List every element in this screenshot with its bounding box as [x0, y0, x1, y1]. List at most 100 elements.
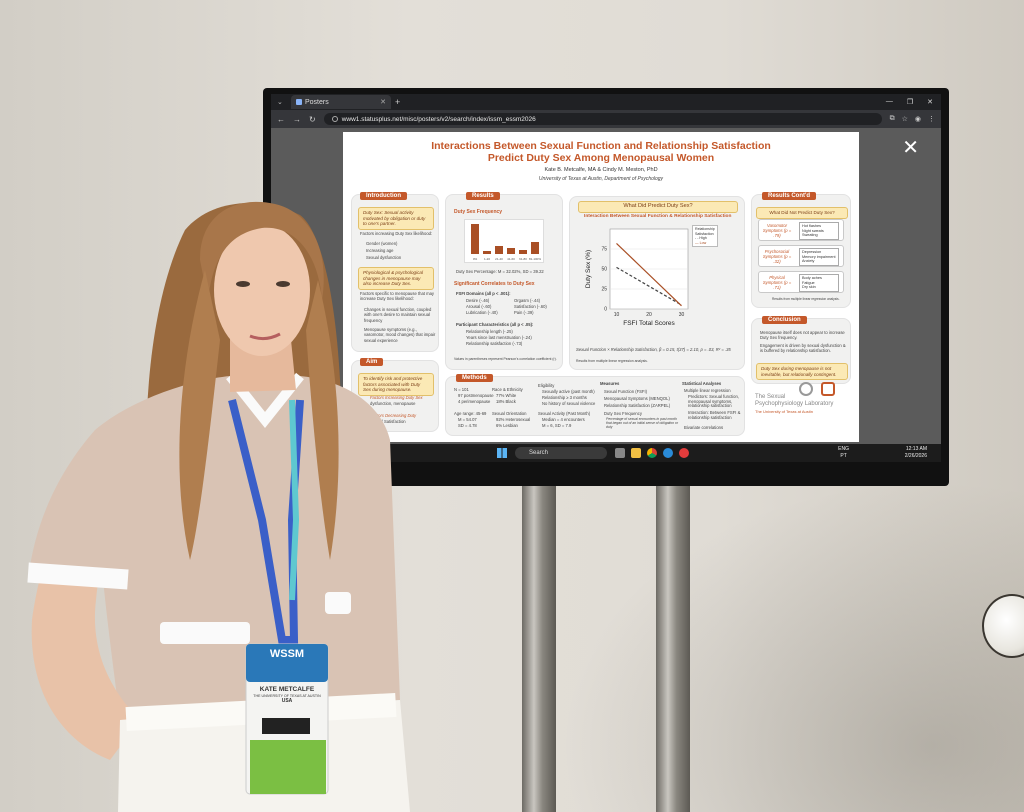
results-footnote: Values in parentheses represent Pearson'…: [454, 357, 557, 361]
new-tab-icon[interactable]: +: [395, 97, 401, 107]
bookmark-star-icon[interactable]: ☆: [901, 116, 908, 123]
stats-title: Statistical Analyses: [682, 381, 722, 386]
poster-title: Interactions Between Sexual Function and…: [431, 140, 771, 164]
measures-title: Measures: [600, 381, 620, 386]
interaction-chart-svg: 0 25 50 75 10 20 30 FSFI Total Scores Duty Sex (…: [585, 228, 689, 327]
correlates-title: Significant Correlates to Duty Sex: [454, 281, 535, 287]
lab-logo: The Sexual Psychophysiology Laboratory T…: [755, 394, 833, 434]
participant-2: Relationship satisfaction (-.73): [466, 341, 523, 346]
lab-logo-line1: The Sexual: [755, 394, 786, 400]
legend-item-low: — Low: [695, 240, 707, 245]
clock-time: 12:13 AM: [905, 446, 927, 452]
minimize-icon[interactable]: —: [885, 98, 893, 105]
stand-pole-right: [656, 480, 690, 812]
badge-text: WSSM KATE METCALFE THE UNIVERSITY OF TEX…: [246, 648, 328, 704]
y-axis-label: Duty Sex (%): [585, 250, 592, 288]
fsfi-right-2: Pain (-.39): [514, 310, 534, 315]
x-axis-label: FSFI Total Scores: [623, 320, 675, 327]
url-input[interactable]: www1.statusplus.net/misc/posters/v2/sear…: [323, 113, 882, 125]
taskbar-search[interactable]: Search: [515, 447, 607, 459]
legend-title: Relationship Satisfaction: [695, 227, 715, 236]
task-view-icon[interactable]: [615, 448, 625, 458]
lab-logo-line3: The University of Texas at Austin: [755, 409, 813, 414]
fsfi-left-2: Lubrication (-.40): [466, 310, 498, 315]
intro-bullet-2: Changes in sexual function, coupled with…: [364, 307, 432, 323]
edge-icon[interactable]: [663, 448, 673, 458]
interaction-chart-title: Interaction Between Sexual Function & Re…: [584, 214, 732, 219]
psychosocial-label: Psychosocial Symptoms (p = .32): [762, 249, 792, 264]
badge-country: USA: [281, 698, 293, 704]
participant-title: Participant Characteristics (all p < .05…: [456, 322, 534, 327]
aim-box: To identify risk and protective factors …: [358, 373, 434, 396]
participant-0: Relationship length (-.25): [466, 329, 513, 334]
restore-icon[interactable]: ❐: [906, 99, 914, 106]
acrobat-icon[interactable]: [679, 448, 689, 458]
did-predict-banner: What Did Predict Duty Sex?: [578, 201, 738, 213]
file-explorer-icon[interactable]: [631, 448, 641, 458]
conclusion-bullet-2: Engagement is driven by sexual dysfuncti…: [760, 343, 846, 354]
tab-search-icon[interactable]: ⌄: [277, 99, 283, 106]
frequency-title: Duty Sex Frequency: [454, 209, 503, 215]
ut-tower-icon: [821, 382, 835, 396]
duty-sex-percentage: Duty Sex Percentage: M = 32.02%, SD = 39…: [456, 269, 544, 274]
aim-panel: Aim To identify risk and protective fact…: [351, 358, 439, 432]
psychosocial-box: Psychosocial Symptoms (p = .32) Depressi…: [758, 245, 844, 267]
intro-bullet-3: Menopause symptoms (e.g., vasomotor, moo…: [364, 327, 436, 343]
monitor-screen: ⌄ Posters ✕ + — ❐ ✕ ← → ↻ www1.statusplu…: [271, 94, 941, 462]
chart-legend: Relationship Satisfaction - - High — Low: [692, 225, 718, 248]
factor-1: Gender (women): [366, 241, 398, 246]
reload-icon[interactable]: ↻: [309, 114, 316, 124]
series-line-high: [616, 266, 682, 306]
introduction-panel: Introduction Duty Sex: Sexual activity m…: [351, 192, 439, 352]
vasomotor-list: Hot flashes Night sweats Sweating: [799, 222, 839, 240]
frequency-bar-1: [483, 251, 491, 254]
introduction-header: Introduction: [360, 192, 407, 200]
interaction-note: Results from multiple linear regression …: [576, 359, 648, 363]
viewer-close-icon[interactable]: ✕: [902, 137, 919, 159]
fsfi-title: FSFI Domains (all p < .001):: [456, 291, 511, 296]
frequency-bar-3: [507, 248, 515, 254]
badge-name: KATE METCALFE: [259, 686, 315, 693]
chrome-icon[interactable]: [647, 448, 657, 458]
physical-list: Body aches Fatigue Dry skin: [799, 274, 839, 292]
conclusion-header: Conclusion: [762, 316, 807, 324]
conclusion-bullet-1: Menopause itself does not appear to incr…: [760, 330, 845, 341]
methods-panel: Methods N = 101 97 postmenopause 4 perim…: [445, 374, 745, 436]
results-contd-panel: Results Cont'd What Did Not Predict Duty…: [751, 192, 851, 308]
physical-label: Physical Symptoms (p = .71): [762, 275, 792, 290]
fsfi-left-1: Arousal (-.60): [466, 304, 492, 309]
favicon-icon: [296, 99, 302, 105]
site-info-icon[interactable]: [331, 116, 338, 122]
browser-tabstrip: ⌄ Posters ✕ + — ❐ ✕: [271, 94, 941, 110]
windows-start-icon[interactable]: [497, 448, 507, 458]
language-indicator[interactable]: ENG PT: [838, 446, 849, 459]
results-contd-header: Results Cont'd: [762, 192, 817, 200]
fsfi-left-0: Desire (-.46): [466, 298, 490, 303]
profile-icon[interactable]: ◉: [914, 116, 921, 123]
tab-posters[interactable]: Posters ✕: [291, 95, 391, 109]
clock-date: 2/26/2026: [904, 452, 927, 459]
frequency-tick-0: 0%: [472, 257, 478, 261]
stand-pole-left: [522, 480, 556, 812]
y-tick-0: 0: [604, 307, 607, 313]
duty-sex-definition: Duty Sex: Sexual activity motivated by o…: [358, 207, 434, 230]
frequency-tick-1: 1-20: [483, 257, 490, 261]
translate-icon[interactable]: ⧉: [889, 115, 895, 122]
tab-close-icon[interactable]: ✕: [380, 99, 386, 106]
window-close-icon[interactable]: ✕: [927, 99, 933, 106]
vasomotor-label: Vasomotor Symptoms (p = .79): [762, 223, 792, 238]
toolbar-icons: ⧉ ☆ ◉ ⋮: [890, 115, 935, 123]
results-contd-note: Results from multiple linear regression …: [772, 297, 840, 301]
system-clock[interactable]: 12:13 AM 2/26/2026: [905, 446, 927, 459]
intro-bullet-1: Factors specific to menopause that may i…: [360, 291, 435, 302]
forward-icon[interactable]: →: [293, 114, 301, 124]
aim-line-1: Factors Increasing Duty Sex: [370, 395, 423, 400]
frequency-bar-4: [519, 250, 527, 254]
back-icon[interactable]: ←: [277, 114, 285, 124]
x-tick-2: 30: [679, 312, 685, 318]
interaction-panel: What Did Predict Duty Sex? Interaction B…: [569, 196, 745, 370]
menu-kebab-icon[interactable]: ⋮: [928, 116, 935, 123]
results-header: Results: [466, 192, 500, 200]
physical-box: Physical Symptoms (p = .71) Body aches F…: [758, 271, 844, 293]
y-tick-3: 75: [601, 247, 607, 253]
